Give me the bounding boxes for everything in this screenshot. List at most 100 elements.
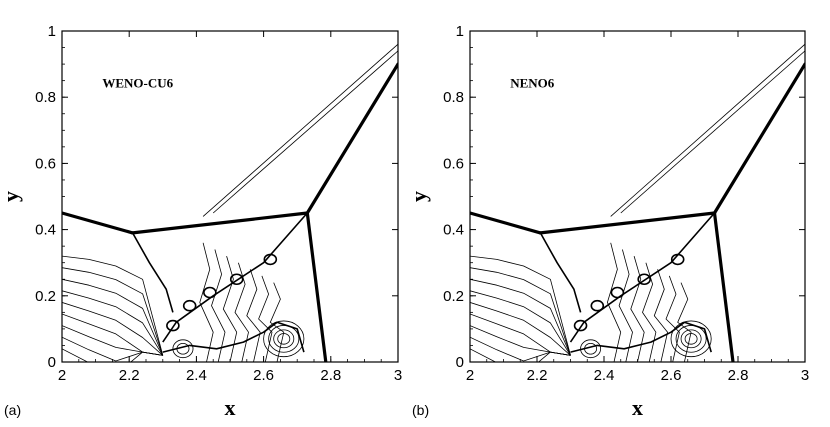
bow-shock bbox=[305, 62, 398, 215]
transmitted-shock bbox=[539, 232, 582, 313]
contour-line bbox=[470, 325, 571, 356]
contour-field bbox=[62, 43, 398, 362]
x-tick-label: 2.4 bbox=[594, 367, 615, 384]
contour-line bbox=[470, 278, 571, 356]
y-tick-label: 0 bbox=[48, 354, 56, 371]
bow-shock bbox=[712, 62, 805, 215]
contour-line bbox=[630, 255, 645, 362]
contour-line bbox=[211, 249, 226, 362]
contour-line bbox=[470, 302, 571, 356]
x-axis-label: x bbox=[632, 395, 643, 420]
x-tick-label: 2.8 bbox=[728, 367, 749, 384]
contour-line bbox=[607, 242, 622, 362]
contour-line bbox=[618, 249, 633, 362]
y-tick-label: 0.2 bbox=[443, 288, 464, 305]
y-axis-label: y bbox=[406, 191, 431, 202]
panel-b: 2 2.2 2.4 2.6 2.8 3 0 0.2 0.4 0.6 0.8 1 x y (b) NENO6 bbox=[406, 23, 809, 420]
x-tick-label: 3 bbox=[394, 367, 402, 384]
y-tick-label: 0.4 bbox=[35, 222, 56, 239]
vortex-contour bbox=[580, 339, 602, 359]
contour-line bbox=[470, 267, 571, 356]
contour-line bbox=[269, 282, 285, 362]
contour-line bbox=[246, 269, 261, 362]
x-tick-label: 2 bbox=[58, 367, 66, 384]
contour-line bbox=[258, 275, 273, 362]
vortex-contour bbox=[684, 333, 698, 345]
contour-line bbox=[470, 348, 571, 362]
y-tick-label: 1 bbox=[456, 23, 464, 40]
y-tick-label: 0.8 bbox=[443, 89, 464, 106]
reflected-shock bbox=[131, 211, 309, 235]
panel-label: (a) bbox=[4, 402, 21, 418]
kh-vortex bbox=[610, 286, 625, 299]
mach-stem bbox=[305, 211, 328, 362]
kh-vortex bbox=[203, 286, 217, 299]
kh-vortex bbox=[573, 319, 588, 332]
contour-line bbox=[665, 275, 680, 362]
contour-field bbox=[470, 43, 805, 362]
contact-line bbox=[212, 50, 398, 214]
mach-stem bbox=[712, 211, 735, 362]
contour-line bbox=[677, 282, 692, 362]
x-tick-label: 3 bbox=[801, 367, 809, 384]
vortex-contour bbox=[680, 329, 702, 349]
vortex-contour bbox=[670, 320, 712, 358]
contour-line bbox=[62, 267, 164, 356]
contour-line bbox=[62, 255, 164, 356]
contour-line bbox=[62, 348, 163, 362]
y-tick-label: 0.2 bbox=[35, 288, 56, 305]
vortex-contour bbox=[273, 329, 295, 349]
x-tick-label: 2.6 bbox=[253, 367, 274, 384]
x-tick-label: 2 bbox=[466, 367, 474, 384]
x-axis-label: x bbox=[225, 395, 236, 420]
incident-shock bbox=[470, 211, 543, 235]
vortex-contour bbox=[268, 325, 300, 353]
contour-line bbox=[470, 336, 571, 362]
incident-shock bbox=[62, 211, 135, 235]
contour-line bbox=[62, 278, 164, 356]
kh-vortex bbox=[670, 253, 685, 266]
scheme-label: NENO6 bbox=[510, 75, 555, 90]
vortex-contour bbox=[263, 320, 305, 358]
slip-line bbox=[569, 212, 716, 343]
contour-line bbox=[199, 242, 214, 362]
contour-line bbox=[62, 302, 164, 356]
vortex-contour bbox=[675, 325, 707, 353]
transmitted-shock bbox=[131, 232, 174, 313]
x-tick-label: 2.8 bbox=[320, 367, 341, 384]
contour-line bbox=[62, 336, 163, 362]
contour-line bbox=[653, 269, 668, 362]
vortex-contour bbox=[277, 333, 291, 345]
slip-line bbox=[162, 212, 308, 343]
wall-jet bbox=[162, 321, 305, 353]
contour-line bbox=[470, 255, 571, 356]
contour-line bbox=[470, 290, 571, 356]
kh-vortex bbox=[263, 253, 278, 266]
kh-vortex bbox=[182, 299, 197, 312]
y-tick-label: 0.8 bbox=[35, 89, 56, 106]
x-tick-label: 2.2 bbox=[527, 367, 548, 384]
x-tick-label: 2.2 bbox=[119, 367, 140, 384]
vortex-contour bbox=[172, 339, 194, 359]
y-tick-label: 0 bbox=[456, 354, 464, 371]
y-tick-label: 1 bbox=[48, 23, 56, 40]
y-tick-label: 0.6 bbox=[443, 155, 464, 172]
x-tick-label: 2.4 bbox=[186, 367, 207, 384]
y-tick-label: 0.4 bbox=[443, 222, 464, 239]
scheme-label: WENO-CU6 bbox=[102, 75, 173, 90]
contact-line bbox=[620, 50, 805, 214]
contact-line bbox=[610, 43, 805, 217]
y-axis-label: y bbox=[0, 191, 23, 202]
contact-line bbox=[202, 43, 398, 217]
x-tick-label: 2.6 bbox=[661, 367, 682, 384]
y-tick-label: 0.6 bbox=[35, 155, 56, 172]
kh-vortex bbox=[229, 273, 244, 286]
kh-vortex bbox=[166, 319, 180, 332]
kh-vortex bbox=[637, 273, 652, 286]
wall-jet bbox=[570, 321, 712, 353]
contour-line bbox=[62, 325, 163, 356]
contour-line bbox=[62, 290, 164, 356]
contour-line bbox=[222, 255, 238, 362]
panel-label: (b) bbox=[412, 402, 429, 418]
